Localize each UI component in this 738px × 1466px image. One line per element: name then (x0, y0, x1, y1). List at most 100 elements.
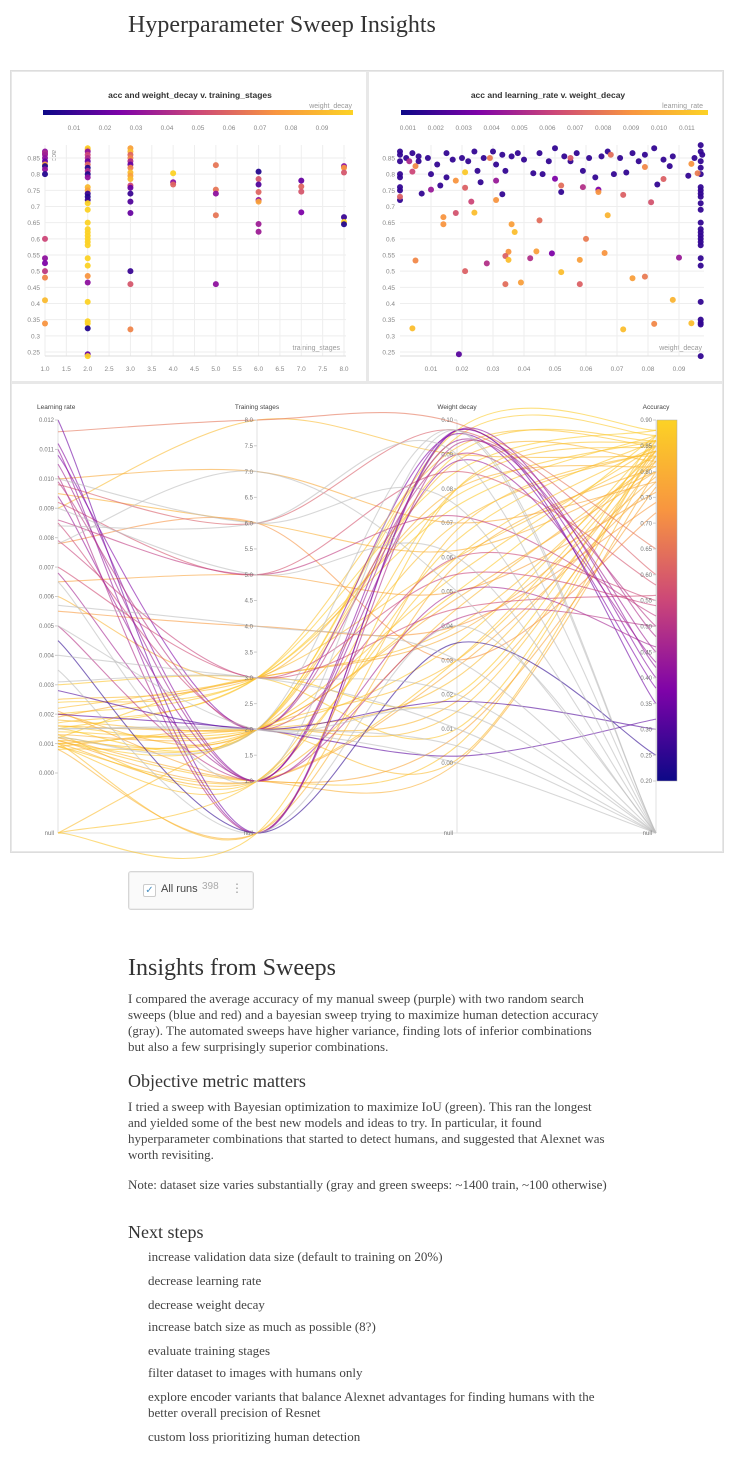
data-point (440, 214, 447, 221)
data-point (462, 184, 469, 191)
data-point (397, 187, 403, 194)
data-point (471, 209, 478, 216)
data-point (42, 166, 48, 173)
axis-tick-label: 0.001 (39, 742, 55, 748)
data-point (579, 167, 586, 174)
axis-tick-label: 0.60 (640, 573, 652, 579)
data-point (651, 320, 658, 327)
data-point (341, 221, 347, 228)
color-scale-tick-label: 0.009 (623, 125, 640, 132)
run-line (57, 470, 657, 834)
data-point (573, 150, 580, 157)
axis-tick-label: 5.5 (245, 547, 254, 553)
y-tick-label: 0.45 (27, 285, 40, 292)
data-point (517, 279, 524, 286)
axis-tick-label: 0.50 (640, 624, 652, 630)
run-line (57, 429, 657, 576)
x-tick-label: 2.5 (105, 366, 114, 373)
y-tick-label: 0.5 (31, 269, 40, 276)
run-line (57, 429, 657, 730)
data-point (641, 273, 648, 280)
data-point (558, 269, 565, 276)
data-point (666, 163, 673, 170)
data-point (493, 177, 500, 184)
data-point (490, 148, 496, 155)
axis-tick-label: 6.5 (245, 496, 254, 502)
data-point (688, 320, 695, 327)
run-line (57, 468, 657, 524)
axis-tick-label: 0.04 (441, 624, 453, 630)
data-point (127, 184, 134, 191)
run-line (57, 690, 657, 730)
x-tick-label: 1.5 (62, 366, 71, 373)
more-vertical-icon[interactable]: ⋮ (231, 881, 243, 895)
chart-title: acc and weight_decay v. training_stages (108, 90, 272, 100)
axis-tick-label: 7.5 (245, 444, 254, 450)
data-point (558, 188, 565, 195)
data-point (579, 184, 586, 191)
color-scale-tick-label: 0.006 (539, 125, 556, 132)
axis-tick-label: 0.70 (640, 521, 652, 527)
data-point (212, 162, 219, 169)
data-point (598, 153, 605, 160)
data-point (629, 150, 636, 157)
color-scale-tick-label: 0.003 (456, 125, 473, 132)
data-point (620, 191, 627, 198)
run-line (57, 713, 657, 757)
data-point (688, 160, 695, 167)
y-tick-label: 0.55 (382, 252, 395, 259)
list-item: decrease learning rate (148, 1273, 262, 1288)
x-tick-label: 0.01 (425, 366, 438, 373)
run-line (57, 486, 657, 784)
data-point (697, 219, 704, 226)
data-point (255, 188, 262, 195)
data-point (84, 279, 91, 286)
data-point (620, 326, 627, 333)
run-line (57, 427, 657, 834)
null-tick-label: null (643, 831, 652, 837)
run-set-selector[interactable]: ✓ All runs 398 ⋮ (128, 871, 254, 910)
data-point (412, 163, 419, 170)
data-point (127, 326, 134, 333)
data-point (42, 171, 48, 178)
y-tick-label: 0.85 (382, 156, 395, 163)
data-point (486, 155, 493, 161)
axis-tick-label: 0.35 (640, 702, 652, 708)
y-tick-label: 0.75 (27, 188, 40, 195)
data-point (505, 248, 512, 255)
data-point (84, 298, 91, 305)
run-line (57, 459, 657, 782)
data-point (409, 150, 416, 157)
data-point (493, 161, 500, 168)
x-tick-label: 2.0 (83, 366, 92, 373)
paragraph-objective: I tried a sweep with Bayesian optimizati… (128, 1099, 605, 1162)
axis-label-training-stages: Training stages (235, 404, 280, 411)
run-line (57, 674, 657, 834)
y-tick-label: 0.6 (31, 236, 40, 243)
data-point (648, 199, 655, 206)
data-point (552, 175, 558, 182)
data-point (84, 262, 91, 269)
data-point (415, 158, 422, 165)
y-tick-label: 0.3 (386, 333, 395, 340)
axis-tick-label: 0.01 (441, 727, 453, 733)
y-tick-label: 0.25 (382, 349, 395, 356)
all-runs-checkbox[interactable]: ✓ (143, 884, 156, 897)
data-point (255, 181, 262, 188)
data-point (483, 260, 490, 267)
null-tick-label: null (45, 831, 54, 837)
data-point (697, 148, 704, 155)
data-point (452, 177, 459, 184)
data-point (617, 155, 624, 161)
data-point (697, 164, 704, 171)
y-tick-label: 0.45 (382, 285, 395, 292)
data-point (505, 256, 512, 263)
data-point (424, 155, 431, 161)
y-tick-label: 0.4 (31, 301, 40, 308)
data-point (607, 151, 614, 158)
run-line (57, 445, 657, 834)
color-axis-label: learning_rate (662, 103, 703, 110)
y-tick-label: 0.35 (382, 317, 395, 324)
data-point (212, 190, 219, 197)
color-scale-tick-label: 0.03 (130, 125, 143, 132)
